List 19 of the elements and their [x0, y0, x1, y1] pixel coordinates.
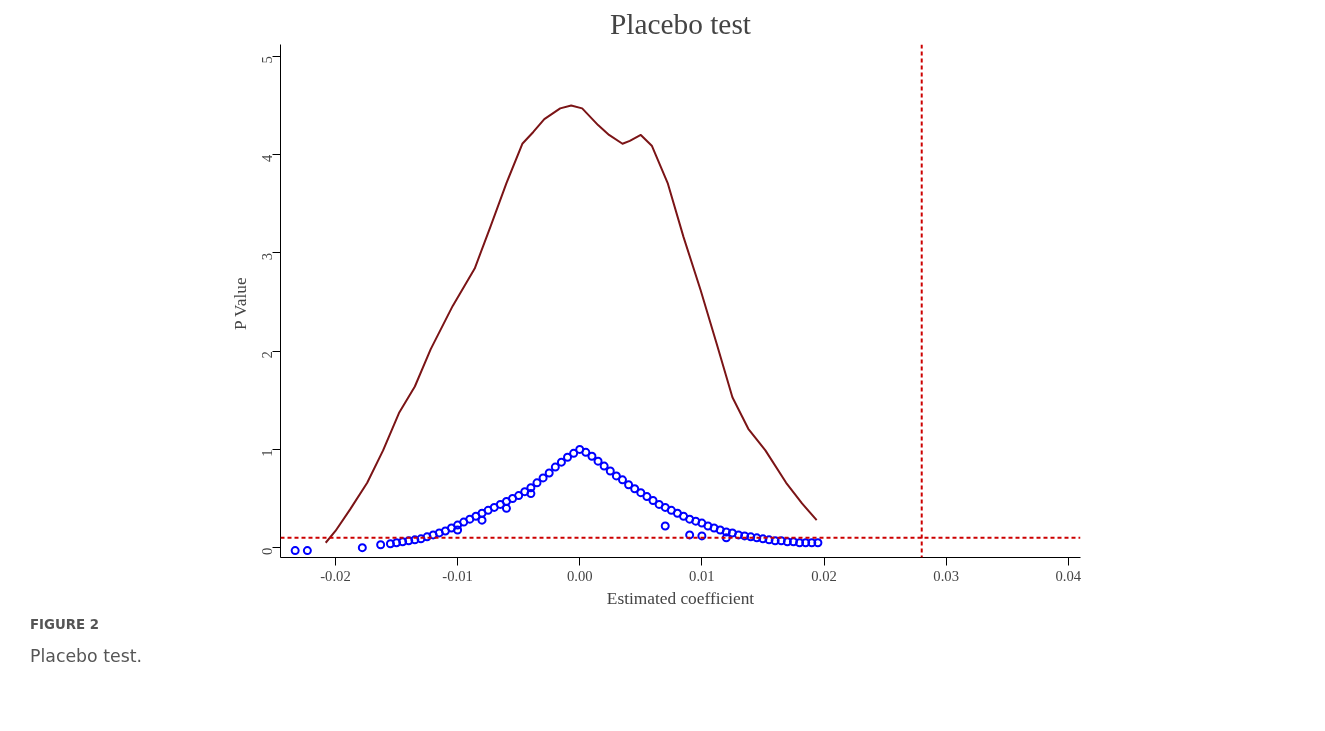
y-tick-label: 3	[259, 252, 276, 261]
text: Placebo test.	[30, 645, 142, 669]
chart-title: Placebo test	[610, 7, 751, 40]
y-tick-label: 5	[259, 56, 276, 64]
x-tick-label: 0.00	[566, 567, 593, 584]
x-axis-title: Estimated coefficient	[606, 588, 755, 608]
x-tick-label: 0.01	[689, 567, 715, 584]
line-series	[324, 104, 818, 544]
x-tick-label: -0.01	[442, 567, 473, 584]
x-tick-label: 0.04	[1055, 567, 1082, 584]
x-tick-label: 0.02	[811, 567, 837, 584]
caption: FIGURE 2	[30, 616, 100, 634]
x-tick-label: -0.02	[320, 567, 351, 584]
y-tick-label: 0	[259, 547, 276, 555]
x-tick-label: 0.03	[933, 567, 959, 584]
y-axis-title: P Value	[230, 277, 250, 330]
y-tick-label: 1	[259, 449, 276, 457]
y-tick-label: 2	[259, 351, 276, 359]
y-tick-label: 4	[259, 153, 276, 162]
